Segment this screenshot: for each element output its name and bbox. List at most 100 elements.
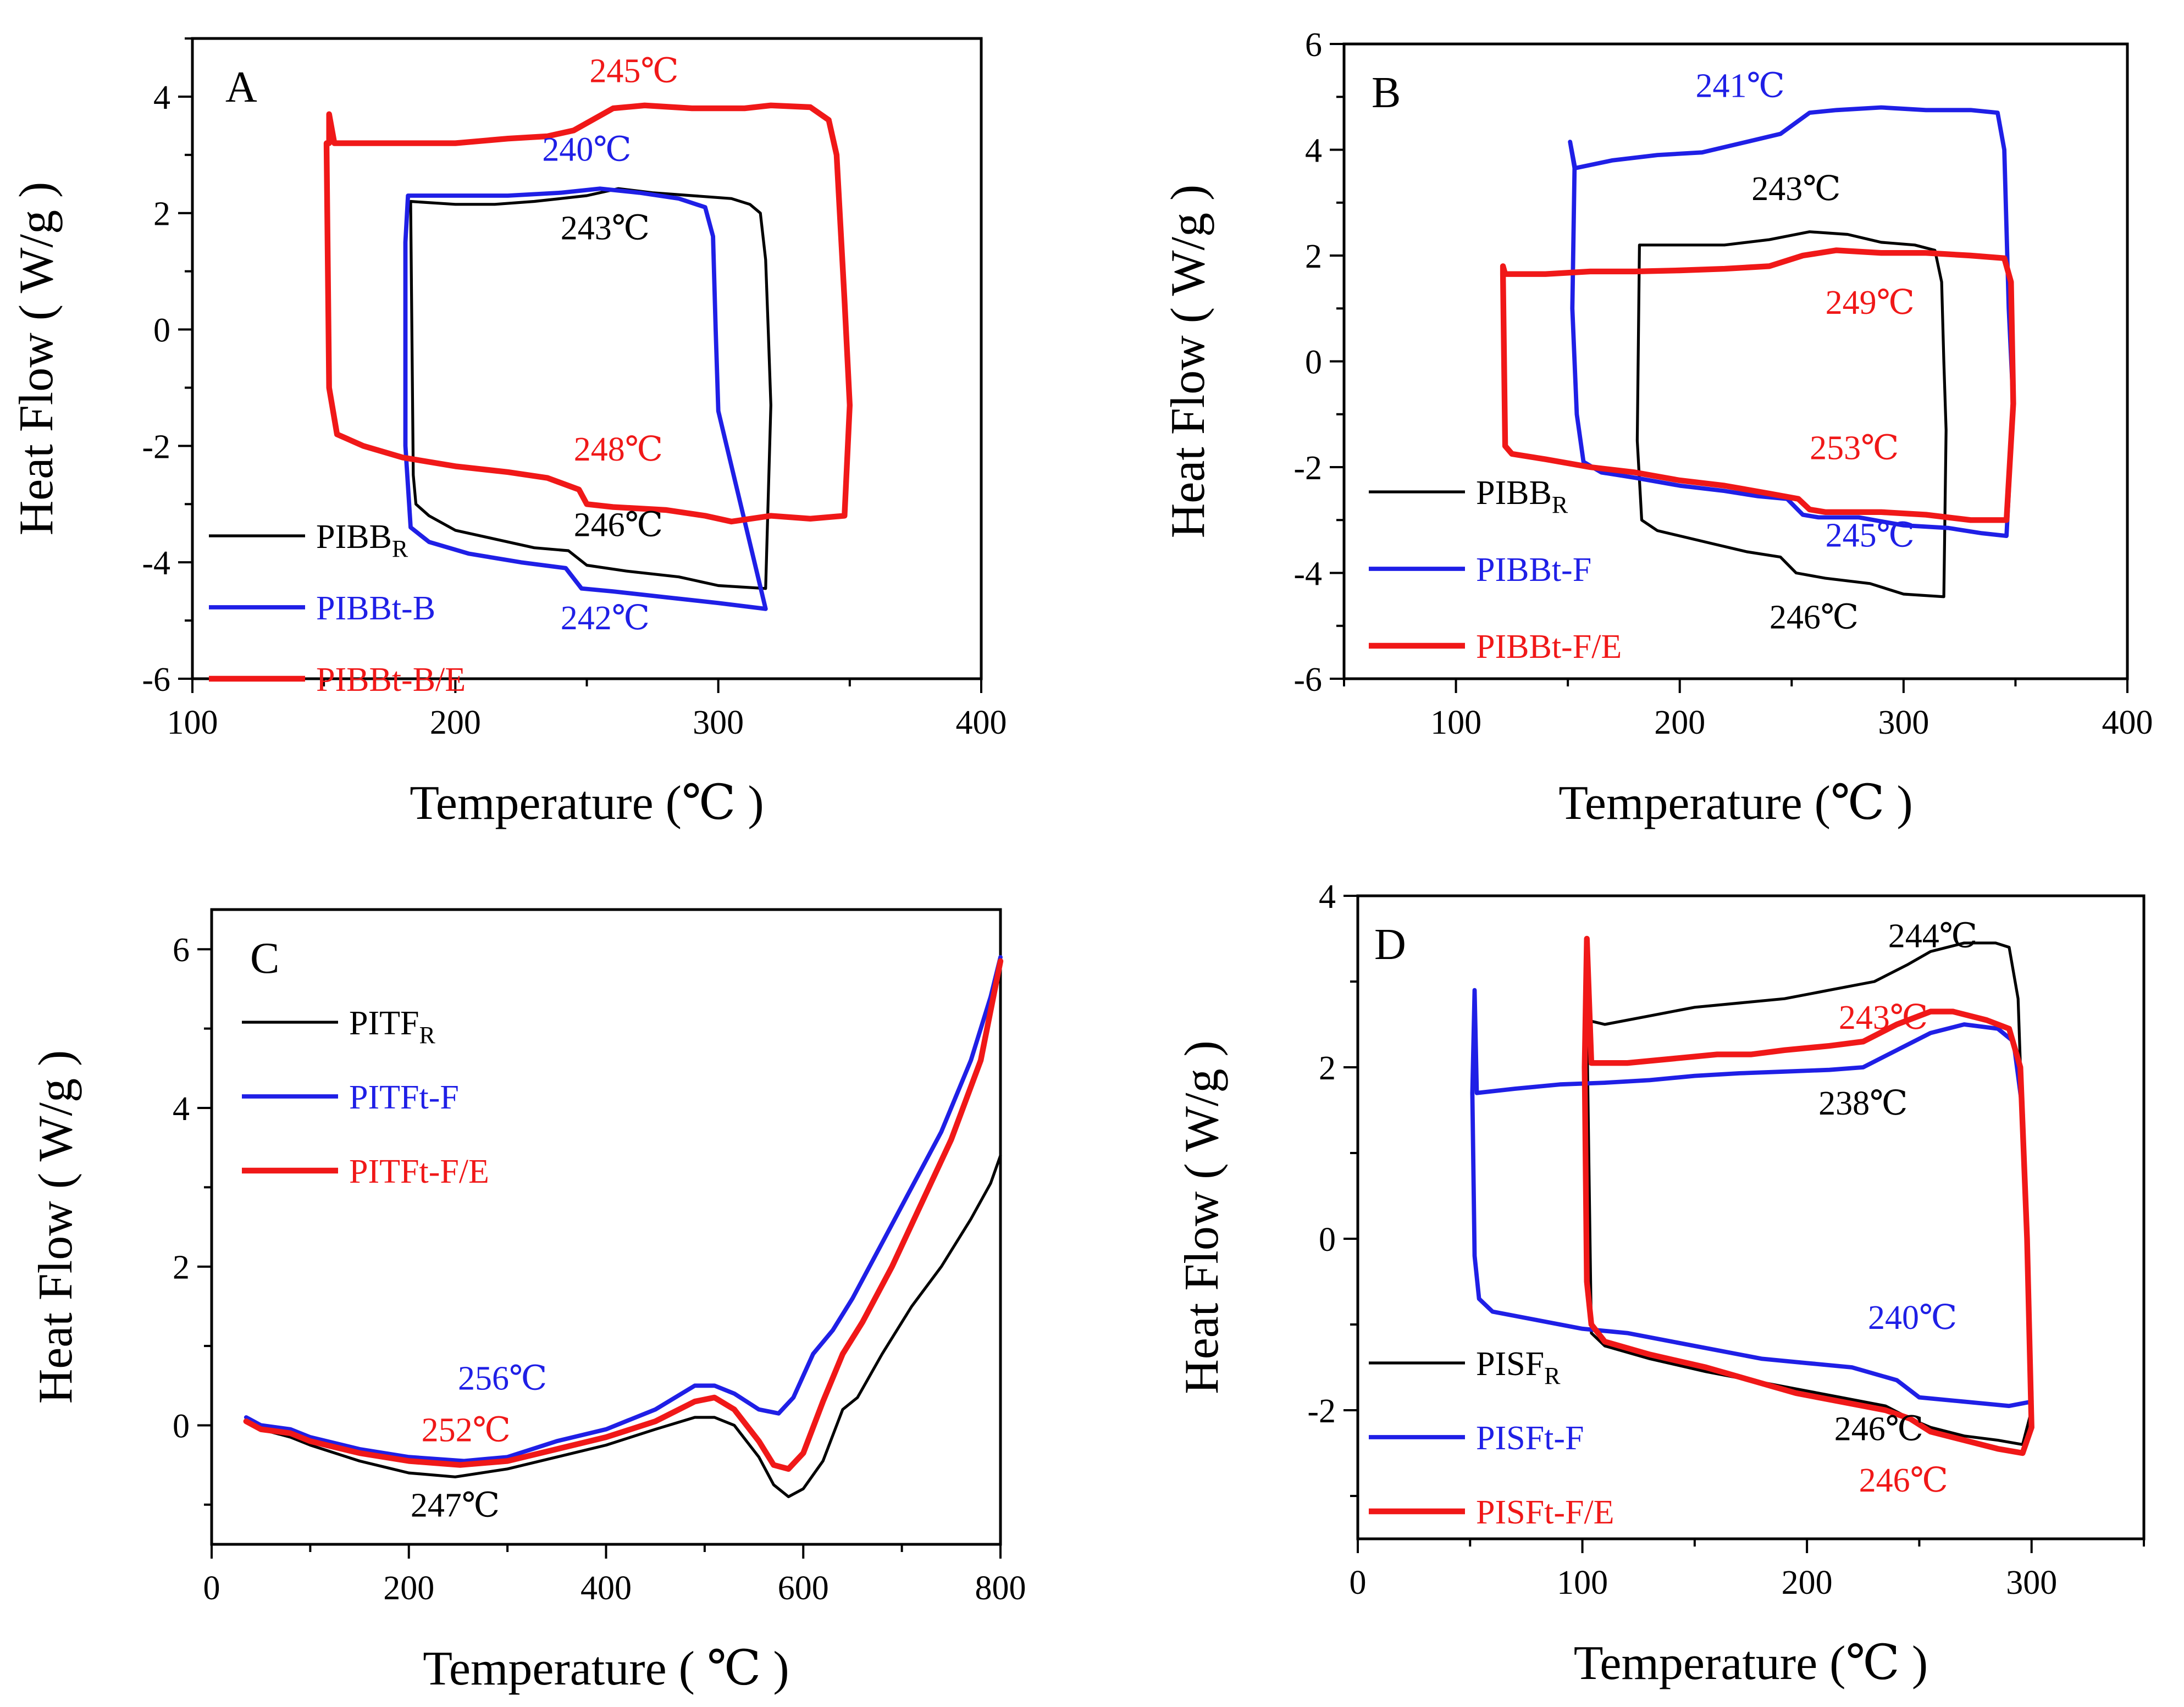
legend-label: PISFR xyxy=(1476,1345,1561,1389)
legend-label: PISFt-F/E xyxy=(1476,1494,1614,1531)
y-axis-label: Heat Flow ( W/g ) xyxy=(29,1050,82,1404)
temperature-annotation: 253℃ xyxy=(1810,430,1899,467)
legend-label: PIBBt-B xyxy=(316,590,435,627)
y-tick-label: -6 xyxy=(142,661,170,699)
panel-letter: C xyxy=(250,934,279,983)
series-line-pitft-f xyxy=(244,955,1003,1464)
panel-letter: D xyxy=(1374,921,1406,969)
y-tick-label: 2 xyxy=(1305,238,1322,275)
x-tick-label: 100 xyxy=(1557,1564,1608,1601)
temperature-annotation: 247℃ xyxy=(411,1487,500,1524)
x-tick-label: 100 xyxy=(167,704,218,741)
temperature-annotation: 248℃ xyxy=(574,431,663,468)
y-tick-label: 2 xyxy=(1319,1050,1336,1087)
y-tick-label: 2 xyxy=(153,196,170,233)
y-tick-label: 4 xyxy=(1305,132,1322,170)
x-tick-label: 0 xyxy=(203,1570,220,1607)
legend-label-subscript: R xyxy=(419,1022,435,1049)
y-axis-label: Heat Flow ( W/g ) xyxy=(1162,185,1215,539)
panel-a: 100 200 300 400 -6 -4 -2 0 2 4 Temperature (℃ ) Hea… xyxy=(10,37,1007,830)
series-line-pibbt-b xyxy=(403,186,768,611)
temperature-annotation: 240℃ xyxy=(1868,1299,1957,1337)
x-tick-label: 100 xyxy=(1430,704,1481,741)
x-axis-label: Temperature (℃ ) xyxy=(1574,1637,1928,1690)
temperature-annotation: 242℃ xyxy=(561,600,650,637)
y-axis-label: Heat Flow ( W/g ) xyxy=(10,182,63,536)
y-tick-label: 4 xyxy=(173,1090,190,1128)
panel-b: 100 200 300 400 -6 -4 -2 0 2 4 6 Temperature (℃ ) He… xyxy=(1162,26,2153,830)
y-tick-label: -4 xyxy=(142,545,170,582)
y-tick-label: -2 xyxy=(1293,450,1322,487)
temperature-annotation: 245℃ xyxy=(589,52,678,90)
y-tick-label: 4 xyxy=(153,79,170,117)
temperature-annotation: 238℃ xyxy=(1818,1085,1907,1122)
series-line-pisft-f-e xyxy=(1582,935,2034,1456)
series-line-pisf xyxy=(1585,941,2033,1446)
legend-label: PIBBt-F xyxy=(1476,551,1591,589)
temperature-annotation: 241℃ xyxy=(1695,67,1784,104)
panel-letter: A xyxy=(225,63,257,112)
x-tick-label: 400 xyxy=(580,1570,632,1607)
legend-label: PITFt-F xyxy=(349,1079,459,1116)
panel-letter: B xyxy=(1372,69,1401,117)
x-tick-label: 400 xyxy=(956,704,1007,741)
y-tick-label: -6 xyxy=(1293,661,1322,699)
legend-label: PITFt-F/E xyxy=(349,1153,489,1190)
x-tick-label: 200 xyxy=(383,1570,434,1607)
legend-label: PISFt-F xyxy=(1476,1420,1584,1457)
y-tick-label: -2 xyxy=(1307,1393,1336,1430)
series-line-pitf xyxy=(245,1154,1002,1498)
legend-label-subscript: R xyxy=(1544,1362,1561,1389)
temperature-annotation: 240℃ xyxy=(542,131,631,168)
temperature-annotation: 252℃ xyxy=(422,1411,511,1449)
x-tick-label: 800 xyxy=(975,1570,1026,1607)
temperature-annotation: 246℃ xyxy=(1770,599,1859,636)
temperature-annotation: 243℃ xyxy=(1839,999,1928,1037)
x-tick-label: 0 xyxy=(1350,1564,1367,1601)
temperature-annotation: 256℃ xyxy=(458,1360,547,1397)
plot-frame xyxy=(1356,894,2146,1540)
legend-label: PITFR xyxy=(349,1005,435,1049)
y-tick-label: 6 xyxy=(1305,26,1322,64)
temperature-annotation: 246℃ xyxy=(1859,1462,1948,1499)
series-line-pibb xyxy=(1635,230,1948,598)
x-tick-label: 400 xyxy=(2102,704,2153,741)
y-tick-label: 2 xyxy=(173,1249,190,1287)
x-tick-label: 300 xyxy=(2006,1564,2057,1601)
y-tick-label: -2 xyxy=(142,428,170,465)
y-tick-label: 0 xyxy=(173,1407,190,1445)
x-tick-label: 200 xyxy=(430,704,481,741)
series-line-pibbt-f-e xyxy=(1500,247,2016,523)
panel-c: 0 200 400 600 800 0 2 4 6 Temperature ( ℃ ) Heat F… xyxy=(29,908,1026,1695)
y-axis-label: Heat Flow ( W/g ) xyxy=(1175,1040,1229,1394)
y-tick-label: 4 xyxy=(1319,878,1336,916)
x-tick-label: 300 xyxy=(1878,704,1929,741)
legend-label-subscript: R xyxy=(392,535,408,562)
plot-frame xyxy=(210,908,1002,1546)
legend-label: PIBBt-F/E xyxy=(1476,628,1622,666)
temperature-annotation: 246℃ xyxy=(574,507,663,544)
x-axis-label: Temperature (℃ ) xyxy=(1558,777,1912,830)
legend-label-subscript: R xyxy=(1552,491,1568,518)
x-axis-label: Temperature (℃ ) xyxy=(410,777,764,830)
y-tick-label: -4 xyxy=(1293,556,1322,593)
legend-label: PIBBR xyxy=(1476,474,1568,518)
legend-label: PIBBR xyxy=(316,518,408,562)
x-tick-label: 300 xyxy=(693,704,744,741)
x-tick-label: 600 xyxy=(778,1570,829,1607)
series-line-pibb xyxy=(409,187,772,590)
x-tick-label: 200 xyxy=(1654,704,1705,741)
temperature-annotation: 243℃ xyxy=(1751,170,1840,208)
y-tick-label: 0 xyxy=(153,312,170,350)
panel-d: 0 100 200 300 -2 0 2 4 Temperature (℃ ) Heat Flow… xyxy=(1175,878,2146,1690)
temperature-annotation: 245℃ xyxy=(1826,517,1915,554)
x-axis-label: Temperature ( ℃ ) xyxy=(423,1642,789,1695)
y-tick-label: 6 xyxy=(173,932,190,969)
temperature-annotation: 243℃ xyxy=(561,209,650,247)
temperature-annotation: 246℃ xyxy=(1834,1411,1923,1448)
x-tick-label: 200 xyxy=(1782,1564,1833,1601)
y-tick-label: 0 xyxy=(1319,1221,1336,1259)
temperature-annotation: 244℃ xyxy=(1888,918,1977,955)
series-line-pitft-f-e xyxy=(243,958,1004,1472)
